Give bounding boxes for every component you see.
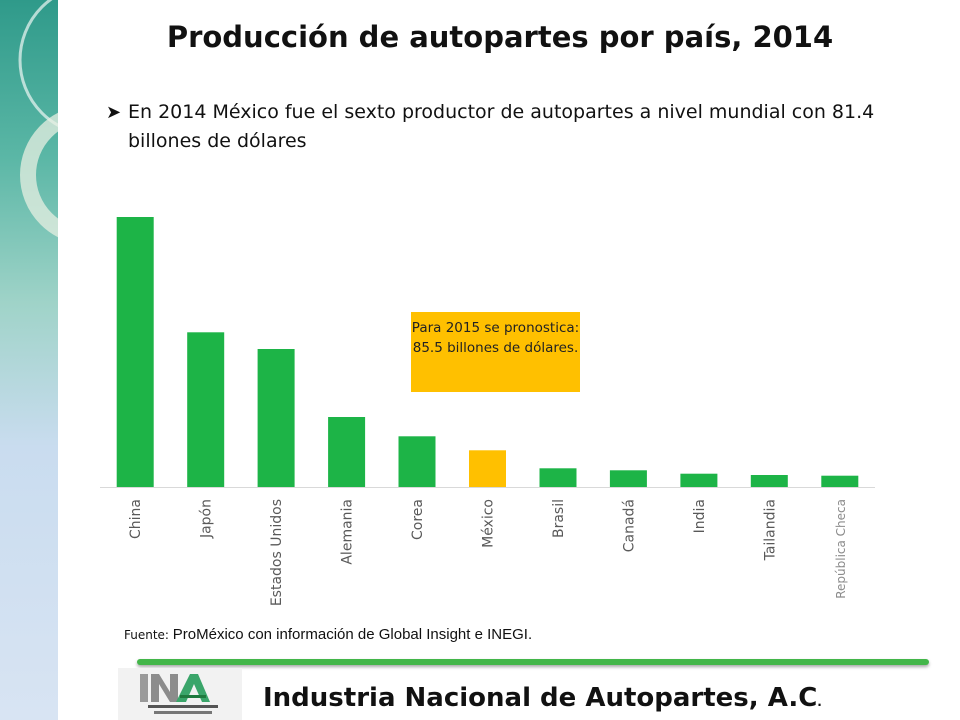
decorative-circles bbox=[18, 0, 58, 238]
bar-alemania bbox=[328, 417, 366, 487]
decorative-side-band bbox=[0, 0, 58, 720]
ina-logo bbox=[118, 668, 242, 720]
tick-label-tailandia: Tailandia bbox=[762, 499, 778, 561]
tick-label-brasil: Brasil bbox=[551, 499, 567, 538]
source-label: Fuente: bbox=[124, 628, 173, 642]
bar-japón bbox=[187, 332, 225, 487]
tick-label-canadá: Canadá bbox=[621, 499, 637, 552]
forecast-callout: Para 2015 se pronostica: 85.5 billones d… bbox=[411, 312, 580, 392]
bar-tailandia bbox=[750, 475, 788, 487]
source-text: ProMéxico con información de Global Insi… bbox=[172, 626, 533, 643]
tick-label-china: China bbox=[128, 499, 144, 539]
bar-india bbox=[680, 473, 718, 487]
bar-brasil bbox=[539, 468, 577, 487]
bar-estados-unidos bbox=[257, 349, 295, 487]
footer-organization: Industria Nacional de Autopartes, A.C. bbox=[263, 683, 822, 713]
tick-label-corea: Corea bbox=[410, 499, 426, 540]
bar-méxico bbox=[469, 450, 506, 487]
bar-corea bbox=[398, 436, 436, 487]
source-note: Fuente: ProMéxico con información de Glo… bbox=[124, 626, 532, 643]
tick-label-japón: Japón bbox=[199, 499, 215, 539]
tick-label-estados-unidos: Estados Unidos bbox=[269, 499, 285, 606]
footer-divider bbox=[137, 659, 929, 665]
tick-label-méxico: México bbox=[481, 499, 497, 548]
bar-canadá bbox=[609, 470, 647, 487]
bar-república-checa bbox=[821, 475, 859, 487]
arrow-bullet-icon: ➤ bbox=[106, 102, 122, 123]
footer-suffix: . bbox=[817, 695, 822, 709]
tick-label-alemania: Alemania bbox=[340, 499, 356, 565]
tick-label-india: India bbox=[692, 499, 708, 533]
bullet-point: ➤ En 2014 México fue el sexto productor … bbox=[106, 98, 926, 156]
ina-logo-graphic bbox=[118, 668, 242, 720]
tick-label-república-checa: República Checa bbox=[834, 499, 848, 599]
footer-text: Industria Nacional de Autopartes, A.C bbox=[263, 683, 818, 713]
slide-title: Producción de autopartes por país, 2014 bbox=[166, 20, 834, 54]
bar-china bbox=[116, 217, 154, 487]
bullet-text: En 2014 México fue el sexto productor de… bbox=[128, 101, 875, 152]
